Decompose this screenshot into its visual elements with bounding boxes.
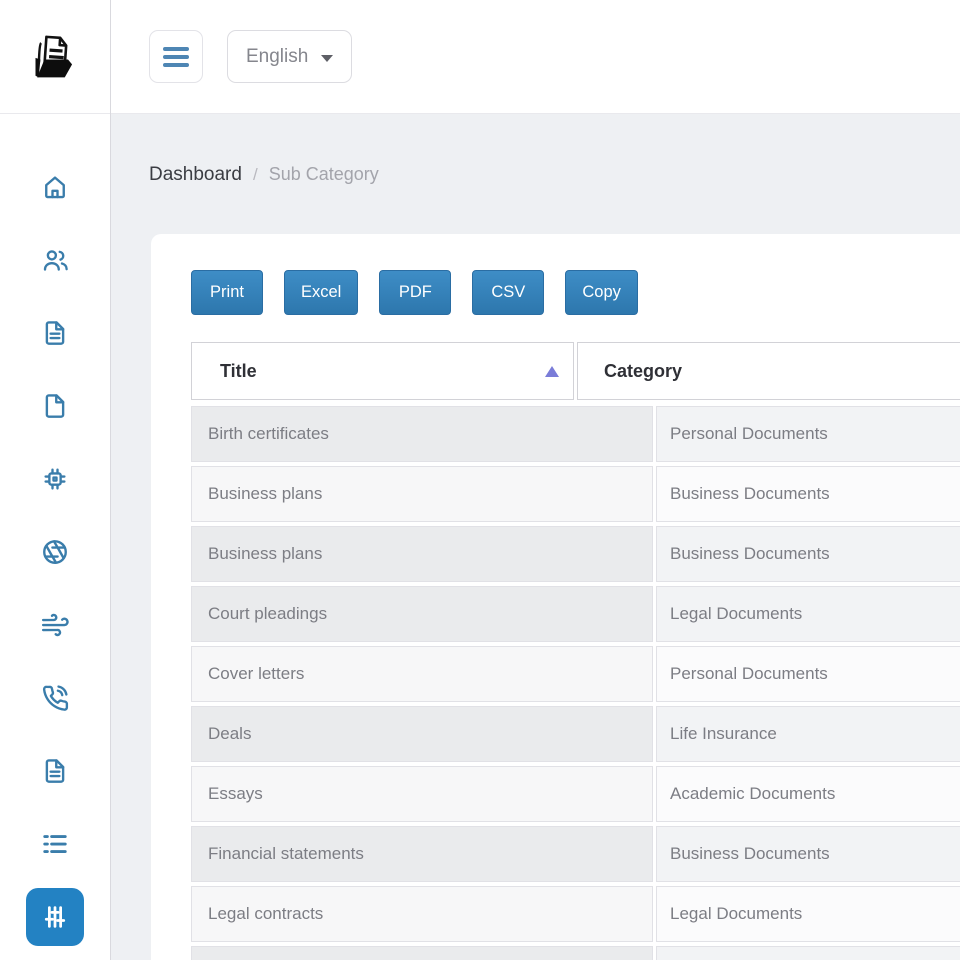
cell-category: Life Insurance [656,706,960,762]
sidebar-nav [0,158,110,946]
column-header-title-label: Title [220,360,257,381]
breadcrumb: Dashboard / Sub Category [149,164,960,186]
cell-title [191,946,653,960]
sort-ascending-icon [545,365,559,377]
sidebar-item-reports[interactable] [26,742,84,800]
table-body: Birth certificates Personal Documents Bu… [191,406,960,960]
phone-call-icon [42,685,69,711]
cell-title: Legal contracts [191,886,653,942]
table-row: Birth certificates Personal Documents [191,406,960,462]
cell-category [656,946,960,960]
cell-category: Business Documents [656,526,960,582]
csv-button[interactable]: CSV [472,270,545,315]
list-icon [43,835,67,853]
sidebar-item-chip[interactable] [26,450,84,508]
table-row: Business plans Business Documents [191,526,960,582]
cell-category: Academic Documents [656,766,960,822]
app-logo[interactable] [0,0,110,114]
sidebar-item-users[interactable] [26,231,84,289]
column-header-title[interactable]: Title [191,342,574,400]
column-header-category[interactable]: Category [577,342,960,400]
sidebar [0,0,111,960]
wind-icon [41,613,69,637]
language-selector[interactable]: English [227,30,353,83]
sidebar-item-home[interactable] [26,158,84,216]
table-row: Cover letters Personal Documents [191,646,960,702]
file-text-icon [45,759,65,783]
cell-category: Legal Documents [656,586,960,642]
breadcrumb-separator: / [252,165,258,184]
table-row [191,946,960,960]
table-row: Deals Life Insurance [191,706,960,762]
cell-title: Birth certificates [191,406,653,462]
chevron-down-icon [321,54,334,62]
sidebar-item-documents[interactable] [26,304,84,362]
language-label: English [246,45,309,67]
sidebar-item-list[interactable] [26,815,84,873]
table-row: Financial statements Business Documents [191,826,960,882]
cell-title: Financial statements [191,826,653,882]
topbar: English [111,0,960,114]
breadcrumb-item-sub-category: Sub Category [268,164,379,184]
aperture-icon [43,540,67,564]
sidebar-item-subcategory[interactable] [26,888,84,946]
print-button[interactable]: Print [191,270,263,315]
table-header-row: Title Category [191,342,960,400]
sliders-icon [44,906,66,928]
breadcrumb-item-dashboard[interactable]: Dashboard [149,164,242,185]
content-area: Dashboard / Sub Category Print Excel PDF CS… [111,114,960,960]
table-card: Print Excel PDF CSV Copy Title Category Birt… [151,234,960,960]
cell-title: Business plans [191,526,653,582]
table-row: Legal contracts Legal Documents [191,886,960,942]
cell-title: Essays [191,766,653,822]
users-icon [43,250,68,271]
menu-toggle-button[interactable] [149,30,203,83]
copy-button[interactable]: Copy [565,270,638,315]
table-row: Business plans Business Documents [191,466,960,522]
cell-category: Legal Documents [656,886,960,942]
cell-category: Business Documents [656,826,960,882]
chip-icon [44,468,66,490]
pdf-button[interactable]: PDF [379,270,452,315]
cell-title: Court pleadings [191,586,653,642]
file-text-icon [45,321,65,345]
cell-category: Personal Documents [656,406,960,462]
data-table: Title Category Birth certificates Person… [191,342,960,960]
table-row: Court pleadings Legal Documents [191,586,960,642]
cell-category: Business Documents [656,466,960,522]
excel-button[interactable]: Excel [284,270,359,315]
sidebar-item-files[interactable] [26,377,84,435]
sidebar-item-wind[interactable] [26,596,84,654]
main-column: English Dashboard / Sub Category Print Ex… [111,0,960,960]
cell-title: Deals [191,706,653,762]
cell-title: Business plans [191,466,653,522]
table-row: Essays Academic Documents [191,766,960,822]
column-header-category-label: Category [604,360,683,381]
file-blank-icon [45,394,65,418]
cell-title: Cover letters [191,646,653,702]
cell-category: Personal Documents [656,646,960,702]
home-icon [45,176,65,199]
sidebar-item-aperture[interactable] [26,523,84,581]
export-toolbar: Print Excel PDF CSV Copy [191,270,960,315]
folder-documents-logo-icon [35,35,73,77]
hamburger-icon [163,46,189,67]
sidebar-item-phone[interactable] [26,669,84,727]
